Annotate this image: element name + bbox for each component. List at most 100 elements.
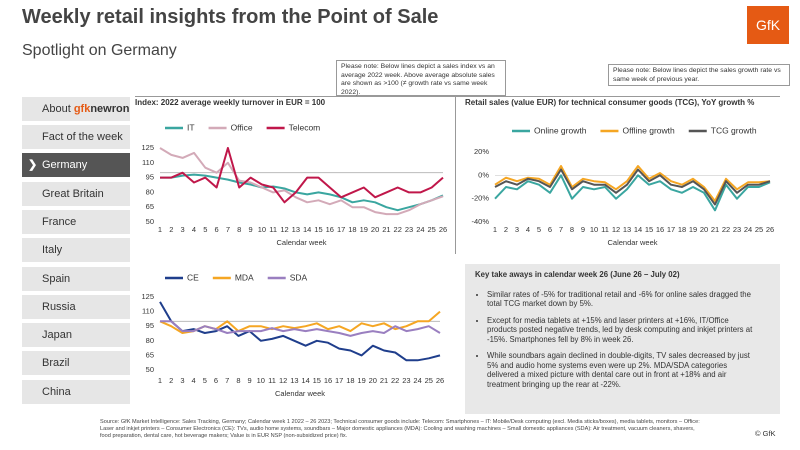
x-tick-label: 10 (258, 225, 266, 234)
takeaways-title: Key take aways in calendar week 26 (June… (475, 270, 680, 279)
y-tick-label: 125 (141, 143, 154, 152)
x-tick-label: 20 (700, 225, 708, 234)
nav-text: Italy (42, 244, 63, 257)
x-tick-label: 24 (413, 376, 421, 385)
x-tick-label: 10 (257, 376, 265, 385)
nav-text: China (42, 385, 71, 398)
series-line (160, 173, 444, 212)
x-tick-label: 13 (292, 225, 300, 234)
y-tick-label: 50 (146, 365, 154, 374)
x-tick-label: 2 (169, 225, 173, 234)
nav-item[interactable]: Great Britain (22, 181, 130, 206)
divider (455, 96, 456, 254)
x-tick-label: 20 (371, 225, 379, 234)
y-tick-label: 95 (146, 321, 154, 330)
x-tick-label: 19 (360, 225, 368, 234)
x-tick-label: 14 (303, 225, 311, 234)
bullet: Except for media tablets at +15% and las… (487, 316, 756, 345)
nav-item[interactable]: ❯ Germany (22, 153, 130, 178)
legend-label: IT (187, 122, 195, 132)
nav-item[interactable]: Spain (22, 266, 130, 291)
x-tick-label: 3 (181, 225, 185, 234)
bullets: Similar rates of -5% for traditional ret… (475, 290, 756, 390)
x-tick-label: 2 (169, 376, 173, 385)
x-tick-label: 7 (225, 376, 229, 385)
chart-title: Retail sales (value EUR) for technical c… (465, 98, 754, 107)
x-tick-label: 4 (192, 225, 196, 234)
nav-item[interactable]: About gfknewron (22, 97, 130, 121)
y-tick-label: -40% (471, 217, 489, 226)
nav-item[interactable]: Brazil (22, 351, 130, 376)
x-tick-label: 7 (559, 225, 563, 234)
x-tick-label: 4 (192, 376, 196, 385)
x-tick-label: 19 (689, 225, 697, 234)
nav-item[interactable]: China (22, 379, 130, 404)
nav-item[interactable]: France (22, 209, 130, 234)
x-tick-label: 13 (290, 376, 298, 385)
x-tick-label: 24 (744, 225, 752, 234)
nav-text: Spain (42, 272, 71, 285)
legend-label: SDA (290, 272, 308, 282)
x-tick-label: 10 (590, 225, 598, 234)
legend-label: Online growth (534, 125, 587, 135)
x-tick-label: 6 (548, 225, 552, 234)
x-tick-label: 12 (279, 376, 287, 385)
x-tick-label: 26 (766, 225, 774, 234)
nav-item[interactable]: Japan (22, 323, 130, 348)
x-axis-label: Calendar week (275, 389, 325, 398)
x-tick-label: 22 (391, 376, 399, 385)
x-tick-label: 8 (570, 225, 574, 234)
x-tick-label: 25 (425, 376, 433, 385)
x-tick-label: 15 (645, 225, 653, 234)
x-tick-label: 18 (346, 376, 354, 385)
x-tick-label: 5 (203, 376, 207, 385)
legend-label: Telecom (289, 122, 321, 132)
x-tick-label: 1 (158, 225, 162, 234)
y-tick-label: 65 (146, 202, 154, 211)
legend-label: TCG growth (711, 125, 757, 135)
copyright: © GfK (755, 429, 776, 438)
nav-text: Great Britain (42, 187, 104, 200)
y-tick-label: 80 (146, 336, 154, 345)
y-tick-label: 110 (142, 158, 154, 167)
x-tick-label: 12 (280, 225, 288, 234)
brand: gfk (73, 103, 91, 115)
x-tick-label: 21 (380, 376, 388, 385)
x-tick-label: 6 (214, 376, 218, 385)
x-tick-label: 15 (314, 225, 322, 234)
y-tick-label: 80 (146, 187, 154, 196)
x-tick-label: 9 (581, 225, 585, 234)
takeaways: Key take aways in calendar week 26 (June… (465, 264, 780, 414)
x-tick-label: 25 (428, 225, 436, 234)
x-tick-label: 5 (537, 225, 541, 234)
nav-item[interactable]: Italy (22, 238, 130, 263)
chart-title: Index: 2022 average weekly turnover in E… (135, 98, 326, 107)
legend-label: Office (231, 122, 253, 132)
series-line (494, 165, 771, 202)
y-tick-label: 125 (141, 292, 154, 301)
divider (135, 96, 780, 97)
x-axis-label: Calendar week (276, 238, 326, 247)
note: Please note: Below lines depict a sales … (336, 60, 506, 96)
x-tick-label: 11 (601, 225, 609, 234)
legend-label: Offline growth (622, 125, 675, 135)
legend-label: CE (187, 272, 199, 282)
series-line (494, 168, 771, 206)
x-tick-label: 8 (237, 225, 241, 234)
x-axis-label: Calendar week (607, 238, 657, 247)
nav-item[interactable]: Fact of the week (22, 125, 130, 149)
nav-text: About (42, 103, 74, 115)
nav-item[interactable]: Russia (22, 294, 130, 319)
y-tick-label: 20% (474, 147, 489, 156)
nav-text: France (42, 215, 77, 228)
x-tick-label: 26 (439, 225, 447, 234)
nav-text: Fact of the week (42, 131, 123, 143)
x-tick-label: 1 (493, 225, 497, 234)
series-line (494, 174, 771, 212)
subtitle: Spotlight on Germany (22, 42, 177, 59)
x-tick-label: 23 (405, 225, 413, 234)
x-tick-label: 9 (248, 376, 252, 385)
x-tick-label: 14 (634, 225, 642, 234)
x-tick-label: 17 (335, 376, 343, 385)
x-tick-label: 23 (402, 376, 410, 385)
